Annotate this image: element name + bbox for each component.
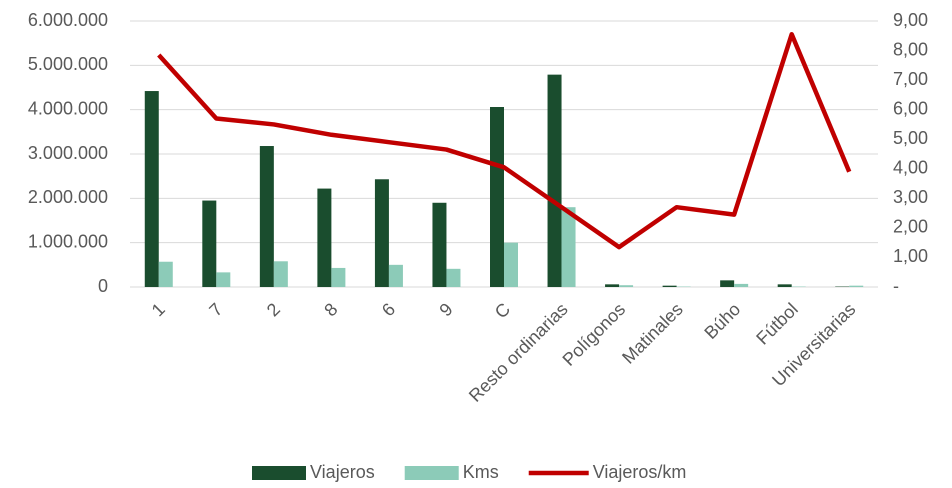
bar xyxy=(777,284,792,287)
y2-tick-label: 7,00 xyxy=(893,69,928,89)
legend-swatch xyxy=(404,466,459,480)
x-tick-label: 7 xyxy=(205,299,226,320)
y2-tick-label: 5,00 xyxy=(893,128,928,148)
bar xyxy=(662,285,677,287)
bar xyxy=(547,74,562,287)
bar xyxy=(561,207,576,287)
y-tick-label: 3.000.000 xyxy=(28,143,108,163)
x-tick-label: 9 xyxy=(435,299,456,320)
line-series xyxy=(157,32,852,250)
bar xyxy=(216,272,231,287)
y2-tick-label: 6,00 xyxy=(893,98,928,118)
x-tick-label: Búho xyxy=(700,299,744,343)
legend-swatch xyxy=(252,466,306,480)
bar xyxy=(619,285,634,287)
x-tick-label: Matinales xyxy=(618,299,687,368)
legend-label: Viajeros/km xyxy=(593,462,687,482)
bar xyxy=(158,261,173,287)
y-tick-label: 1.000.000 xyxy=(28,231,108,251)
bar xyxy=(317,188,332,287)
y2-tick-label: 2,00 xyxy=(893,217,928,237)
y2-tick-label: 3,00 xyxy=(893,187,928,207)
bar xyxy=(388,264,403,287)
bar xyxy=(504,242,518,287)
y-tick-label: 6.000.000 xyxy=(28,10,108,30)
y-tick-label: 5.000.000 xyxy=(28,54,108,74)
bar xyxy=(490,107,504,287)
y2-tick-label: 1,00 xyxy=(893,246,928,266)
y2-tick-label: 9,00 xyxy=(893,10,928,30)
bar xyxy=(734,283,749,287)
x-tick-label: Polígonos xyxy=(559,299,630,370)
x-tick-label: Resto ordinarias xyxy=(465,299,572,406)
y-tick-label: 2.000.000 xyxy=(28,187,108,207)
x-tick-label: Fútbol xyxy=(752,299,802,349)
y-tick-label: 0 xyxy=(98,276,108,296)
bar xyxy=(605,284,620,287)
bar xyxy=(432,202,447,287)
bar xyxy=(849,285,864,287)
y2-tick-label: 4,00 xyxy=(893,158,928,178)
bar xyxy=(374,179,389,287)
x-tick-label: 6 xyxy=(378,299,399,320)
bar xyxy=(273,261,288,287)
legend-label: Viajeros xyxy=(310,462,375,482)
bar xyxy=(446,268,461,287)
x-tick-label: 2 xyxy=(263,299,284,320)
bar xyxy=(144,91,159,288)
x-tick-label: 8 xyxy=(320,299,341,320)
bar xyxy=(720,280,735,287)
x-tick-label: 1 xyxy=(148,299,169,320)
x-tick-label: C xyxy=(491,299,514,322)
bar xyxy=(202,200,217,287)
bar xyxy=(259,146,274,287)
y2-tick-label: 8,00 xyxy=(893,39,928,59)
y2-tick-label: - xyxy=(893,276,899,296)
legend-label: Kms xyxy=(463,462,499,482)
bar xyxy=(331,267,346,287)
y-tick-label: 4.000.000 xyxy=(28,98,108,118)
